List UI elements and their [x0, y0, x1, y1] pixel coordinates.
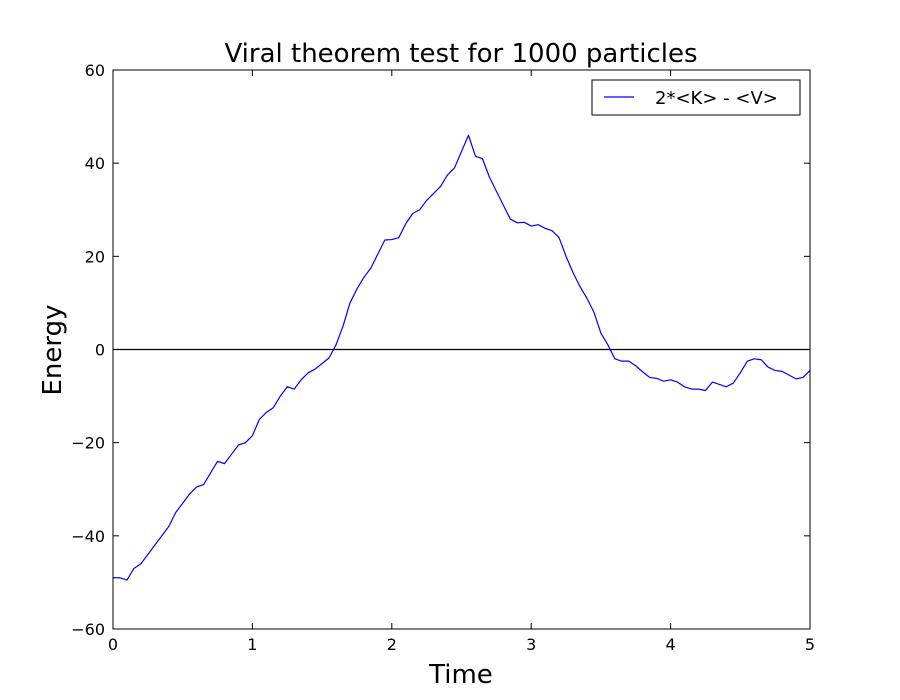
x-tick-label: 1 [247, 635, 257, 654]
x-tick-label: 5 [805, 635, 815, 654]
y-tick-label: −20 [71, 434, 105, 453]
y-tick-label: 20 [85, 247, 105, 266]
x-tick-label: 4 [666, 635, 676, 654]
chart-title: Viral theorem test for 1000 particles [224, 39, 697, 69]
plot-content [113, 134, 811, 581]
x-tick-label: 0 [108, 635, 118, 654]
y-tick-label: −60 [71, 620, 105, 639]
y-tick-label: −40 [71, 527, 105, 546]
legend-label: 2*<K> - <V> [655, 88, 778, 109]
y-tick-label: 60 [85, 61, 105, 80]
y-tick-label: 40 [85, 154, 105, 173]
legend: 2*<K> - <V> [591, 79, 801, 116]
x-tick-label: 2 [387, 635, 397, 654]
ticks: 0 1 2 3 4 5 −60 −40 −20 0 20 40 60 [71, 61, 815, 654]
series-line-0 [113, 134, 811, 581]
y-axis-label: Energy [38, 304, 68, 395]
x-axis-label: Time [428, 660, 493, 690]
y-tick-label: 0 [95, 341, 105, 360]
plot-frame [112, 69, 811, 630]
x-tick-label: 3 [526, 635, 536, 654]
